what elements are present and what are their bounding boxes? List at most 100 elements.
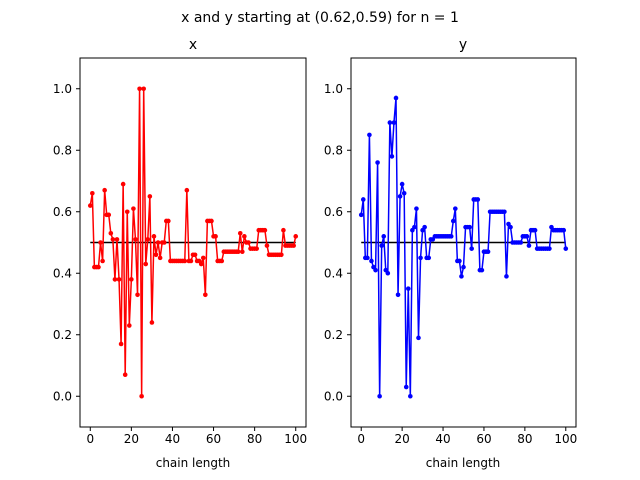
- y-subplot-data-point: [547, 246, 552, 251]
- y-subplot-xlabel: chain length: [426, 456, 501, 470]
- y-subplot-data-point: [414, 206, 419, 211]
- x-subplot-data-point: [254, 246, 259, 251]
- x-subplot-data-point: [155, 240, 161, 245]
- y-subplot-data-point: [508, 224, 513, 230]
- y-subplot-data-point: [518, 240, 524, 245]
- y-subplot: y chain length 0 20 40 60 80 100 0.0 0.2 0.4 0.6 0…: [324, 37, 577, 470]
- x-subplot-ytick-label: 0.6: [53, 205, 72, 219]
- x-subplot-data-point: [240, 249, 245, 255]
- x-subplot-data-point: [184, 187, 190, 193]
- figure-suptitle: x and y starting at (0.62,0.59) for n = …: [181, 10, 459, 26]
- x-subplot-data-point: [96, 264, 101, 270]
- y-subplot-data-point: [418, 255, 423, 261]
- y-subplot-ytick-label: 0.8: [324, 143, 343, 157]
- y-subplot-data-point: [453, 206, 458, 211]
- x-subplot-data-point: [110, 237, 116, 242]
- x-subplot-data-point: [108, 230, 114, 236]
- x-subplot-data-point: [147, 194, 153, 199]
- x-subplot-data-point: [246, 240, 251, 245]
- x-subplot-data-point: [143, 261, 149, 267]
- y-subplot-xtick-label: 60: [476, 432, 491, 446]
- y-subplot-data-point: [389, 154, 395, 159]
- y-subplot-data-point: [526, 243, 532, 248]
- x-subplot-data-point: [122, 372, 128, 378]
- y-subplot-data-point: [367, 132, 372, 138]
- y-subplot-data-point: [416, 335, 421, 341]
- y-subplot-xtick-label: 40: [435, 432, 450, 446]
- y-subplot-data-point: [369, 258, 374, 264]
- y-subplot-data-point: [422, 224, 427, 230]
- x-subplot-ytick-label: 0.8: [53, 143, 72, 157]
- y-subplot-data-point: [377, 393, 382, 399]
- x-subplot-ytick-label: 0.4: [53, 266, 72, 280]
- x-subplot-data-point: [281, 227, 286, 233]
- x-subplot-data-point: [213, 234, 218, 239]
- y-subplot-xtick-label: 80: [517, 432, 532, 446]
- y-subplot-data-point: [403, 384, 409, 390]
- x-subplot-data-point: [124, 209, 130, 215]
- y-subplot-data-point: [504, 274, 509, 279]
- y-subplot-data-point: [448, 234, 454, 239]
- x-subplot-data-point: [153, 252, 159, 258]
- y-subplot-data-point: [561, 227, 567, 233]
- x-subplot-data-point: [129, 277, 134, 282]
- x-subplot-data-point: [161, 240, 167, 245]
- x-subplot-data-point: [145, 237, 151, 242]
- x-subplot-data-point: [139, 393, 144, 399]
- y-subplot-ytick-label: 0.2: [324, 328, 343, 342]
- x-subplot-data-point: [114, 237, 120, 242]
- x-subplot-data-point: [242, 234, 247, 239]
- x-subplot-xtick-label: 100: [284, 432, 307, 446]
- x-subplot-data-point: [182, 258, 188, 264]
- x-subplot-data-point: [141, 86, 146, 92]
- y-subplot-frame: [350, 57, 577, 428]
- y-subplot-data-point: [401, 191, 407, 196]
- x-subplot-data-point: [87, 203, 93, 208]
- x-subplot-xtick-label: 0: [86, 432, 94, 446]
- y-subplot-xtick-label: 0: [357, 432, 365, 446]
- y-subplot-data-point: [532, 227, 538, 233]
- y-subplot-ytick-label: 1.0: [324, 82, 343, 96]
- x-subplot-data-point: [120, 181, 126, 187]
- x-subplot-data-point: [166, 218, 171, 224]
- y-subplot-title: y: [459, 37, 467, 53]
- x-subplot-data-point: [198, 261, 204, 267]
- x-subplot-ytick-label: 1.0: [53, 82, 72, 96]
- y-subplot-data-point: [524, 234, 530, 239]
- y-subplot-data-point: [450, 218, 456, 224]
- x-subplot-data-point: [237, 230, 243, 236]
- y-subplot-xtick-label: 100: [554, 432, 577, 446]
- y-subplot-data-point: [391, 120, 397, 125]
- y-subplot-data-point: [399, 181, 405, 187]
- x-subplot-data-point: [192, 252, 198, 258]
- y-subplot-data-point: [385, 270, 391, 276]
- x-subplot-data-point: [149, 320, 155, 325]
- x-subplot-data-point: [279, 252, 284, 258]
- y-subplot-data-point: [397, 194, 403, 199]
- x-subplot-data-point: [135, 292, 140, 298]
- x-subplot-data-point: [235, 249, 241, 255]
- x-subplot-data-point: [90, 191, 95, 196]
- y-subplot-data-point: [412, 224, 417, 230]
- y-subplot-data-point: [375, 160, 380, 165]
- x-subplot-data-point: [293, 234, 299, 239]
- y-subplot-xtick-label: 20: [394, 432, 409, 446]
- y-subplot-series-line: [360, 97, 567, 397]
- y-subplot-data-point: [358, 212, 364, 218]
- x-subplot-data-point: [219, 258, 225, 264]
- y-subplot-data-point: [461, 264, 466, 270]
- y-subplot-ytick-label: 0.0: [324, 389, 343, 403]
- y-subplot-data-point: [387, 120, 393, 125]
- x-subplot-data-point: [262, 227, 268, 233]
- y-subplot-data-point: [395, 292, 401, 298]
- y-subplot-data-point: [475, 197, 481, 202]
- x-subplot: x chain length 0 20 40 60 80 100 0.0 0.2 0.4 0.6 0…: [53, 37, 307, 470]
- y-subplot-data-point: [467, 224, 472, 230]
- y-subplot-data-point: [563, 246, 569, 251]
- x-subplot-xtick-label: 60: [206, 432, 221, 446]
- x-subplot-data-point: [200, 255, 206, 261]
- x-subplot-data-point: [118, 341, 124, 347]
- x-subplot-data-point: [291, 243, 296, 248]
- x-subplot-data-point: [127, 323, 132, 328]
